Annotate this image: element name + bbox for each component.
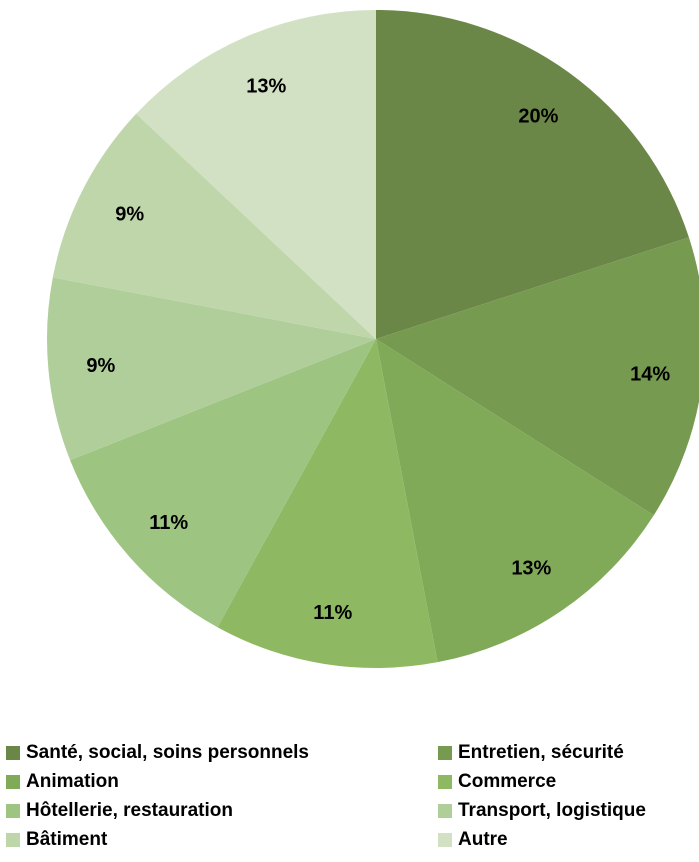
pie-slice-5	[70, 339, 376, 628]
legend-item: Bâtiment	[6, 825, 438, 854]
legend-label: Entretien, sécurité	[458, 741, 624, 763]
legend-label: Hôtellerie, restauration	[26, 799, 233, 821]
slice-label-2: 14%	[630, 364, 670, 386]
pie-slice-4	[217, 339, 438, 668]
legend-swatch	[6, 803, 20, 818]
slice-label-8: 13%	[246, 75, 286, 97]
legend-swatch	[438, 803, 452, 818]
slice-label-7: 9%	[115, 204, 144, 226]
slice-label-6: 9%	[86, 355, 115, 377]
pie-slice-7	[52, 113, 377, 340]
legend-item: Hôtellerie, restauration	[6, 796, 438, 825]
pie-chart: 20% 14% 13% 11% 11% 9% 9% 13%	[46, 10, 699, 668]
legend-item: Entretien, sécurité	[438, 738, 699, 767]
slice-label-5: 11%	[149, 512, 188, 534]
legend: Santé, social, soins personnels Entretien…	[6, 738, 699, 854]
legend-swatch	[438, 745, 452, 760]
legend-swatch	[438, 774, 452, 789]
pie-slice-2	[376, 237, 699, 516]
legend-label: Santé, social, soins personnels	[26, 741, 309, 763]
pie-slice-8	[136, 10, 376, 339]
legend-item: Autre	[438, 825, 699, 854]
legend-swatch	[6, 745, 20, 760]
legend-swatch	[438, 832, 452, 847]
slice-label-1: 20%	[518, 105, 558, 127]
pie-slice-1	[376, 10, 689, 339]
legend-item: Santé, social, soins personnels	[6, 738, 438, 767]
slice-label-4: 11%	[313, 602, 352, 624]
pie-slice-6	[46, 277, 377, 461]
legend-item: Transport, logistique	[438, 796, 699, 825]
legend-label: Transport, logistique	[458, 799, 646, 821]
legend-swatch	[6, 832, 20, 847]
legend-item: Commerce	[438, 767, 699, 796]
pie-slice-3	[376, 339, 654, 663]
slice-label-3: 13%	[511, 558, 551, 580]
legend-item: Animation	[6, 767, 438, 796]
legend-label: Commerce	[458, 770, 557, 792]
legend-label: Animation	[26, 770, 119, 792]
legend-label: Autre	[458, 828, 508, 850]
legend-swatch	[6, 774, 20, 789]
legend-label: Bâtiment	[26, 828, 108, 850]
